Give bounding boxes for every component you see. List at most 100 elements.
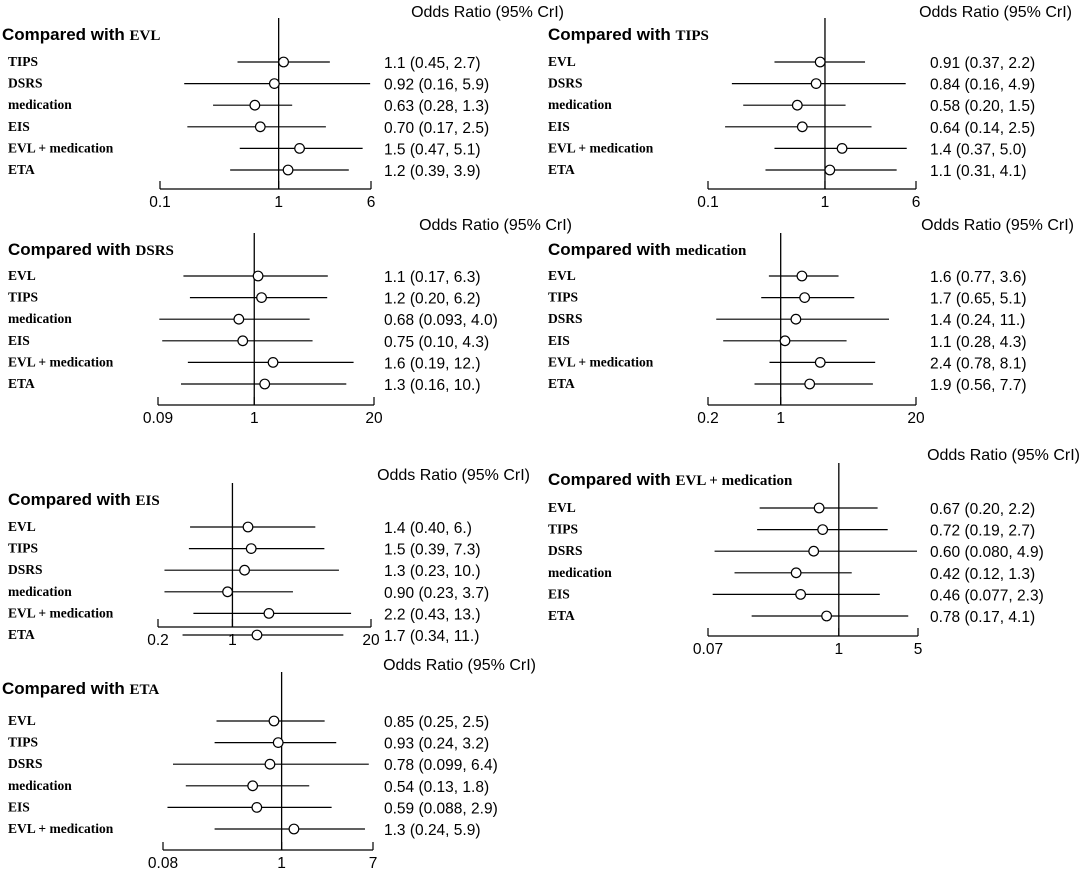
- panel-evl-medication-row-eta-label: ETA: [548, 608, 575, 623]
- panel-eis-row-medication-estimate: 0.90 (0.23, 3.7): [384, 585, 489, 602]
- panel-tips-tick-label-1: 1: [821, 194, 830, 211]
- panel-medication-title-prefix: Compared with: [548, 240, 676, 259]
- panel-evl-title-reference: EVL: [130, 28, 161, 44]
- panel-tips-row-evl-medication-point: [836, 142, 848, 154]
- panel-dsrs-row-evl-medication-label: EVL + medication: [8, 354, 114, 369]
- panel-evl-row-eis-point: [254, 121, 266, 133]
- panel-eta-row-evl-estimate: 0.85 (0.25, 2.5): [384, 714, 489, 731]
- panel-dsrs-row-eis-estimate: 0.75 (0.10, 4.3): [384, 334, 489, 351]
- panel-evl-row-medication-label: medication: [8, 97, 72, 112]
- panel-dsrs-row-eta-point: [259, 378, 271, 390]
- panel-tips-row-evl-label: EVL: [548, 54, 576, 69]
- panel-medication-row-evl-point: [796, 270, 808, 282]
- panel-eta-tick-label-0-08: 0.08: [148, 855, 178, 870]
- panel-evl-medication-row-dsrs-label: DSRS: [548, 543, 583, 558]
- panel-eis-title: Compared with EIS: [8, 490, 160, 509]
- panel-dsrs-row-evl-medication-point: [267, 357, 279, 368]
- panel-evl-medication-header: Odds Ratio (95% CrI): [927, 447, 1080, 464]
- panel-medication-row-evl-medication-label: EVL + medication: [548, 354, 654, 369]
- panel-evl-medication-title-prefix: Compared with: [548, 470, 676, 489]
- panel-tips-row-eta-label: ETA: [548, 162, 575, 177]
- panel-dsrs-row-medication-label: medication: [8, 311, 72, 326]
- panel-evl-medication-row-evl-estimate: 0.67 (0.20, 2.2): [930, 501, 1035, 518]
- panel-medication-row-eis-label: EIS: [548, 333, 570, 348]
- panel-eis-tick-label-0-2: 0.2: [147, 632, 169, 649]
- panel-eta-title-prefix: Compared with: [2, 679, 130, 698]
- panel-evl-row-dsrs-estimate: 0.92 (0.16, 5.9): [384, 77, 489, 94]
- panel-eta-tick-label-1: 1: [277, 855, 286, 870]
- panel-medication-row-eta-point: [804, 378, 816, 390]
- panel-eis-row-dsrs-point: [239, 564, 250, 576]
- panel-dsrs-row-evl-point: [252, 270, 264, 282]
- panel-evl-title: Compared with EVL: [2, 25, 160, 44]
- panel-eta-title-reference: ETA: [130, 682, 160, 698]
- panel-eta-row-eis-point: [251, 802, 263, 813]
- panel-evl-medication-row-eis-estimate: 0.46 (0.077, 2.3): [930, 587, 1044, 604]
- panel-dsrs-row-eta-estimate: 1.3 (0.16, 10.): [384, 377, 481, 394]
- panel-eta-row-tips-label: TIPS: [8, 735, 38, 750]
- panel-evl-medication-row-eis-label: EIS: [548, 586, 570, 601]
- panel-evl-row-tips-estimate: 1.1 (0.45, 2.7): [384, 55, 481, 72]
- panel-medication-title-reference: medication: [676, 243, 747, 259]
- panel-eis-row-tips-estimate: 1.5 (0.39, 7.3): [384, 542, 481, 559]
- panel-evl-row-evl-medication-point: [294, 142, 305, 154]
- panel-dsrs-row-eis-point: [237, 335, 249, 347]
- panel-tips-row-evl-estimate: 0.91 (0.37, 2.2): [930, 55, 1035, 72]
- panel-dsrs-row-tips-label: TIPS: [8, 290, 38, 305]
- panel-eta-row-dsrs-label: DSRS: [8, 756, 43, 771]
- panel-tips-row-eta-estimate: 1.1 (0.31, 4.1): [930, 163, 1027, 180]
- panel-dsrs-row-evl-medication-estimate: 1.6 (0.19, 12.): [384, 355, 481, 372]
- panel-eta-title: Compared with ETA: [2, 679, 159, 698]
- panel-evl-row-tips-point: [278, 56, 289, 68]
- panel-eta-row-dsrs-estimate: 0.78 (0.099, 6.4): [384, 757, 498, 774]
- panel-evl-medication-tick-label-5: 5: [914, 641, 923, 658]
- panel-dsrs-tick-label-0-09: 0.09: [143, 410, 173, 427]
- panel-evl-tick-label-1: 1: [274, 194, 283, 211]
- panel-eta-row-tips-estimate: 0.93 (0.24, 3.2): [384, 736, 489, 753]
- panel-medication-row-evl-medication-estimate: 2.4 (0.78, 8.1): [930, 355, 1027, 372]
- panel-evl-tick-label-0-1: 0.1: [149, 194, 171, 211]
- panel-evl-title-prefix: Compared with: [2, 25, 130, 44]
- panel-eta-row-eis-label: EIS: [8, 799, 30, 814]
- panel-evl-medication-row-medication-label: medication: [548, 565, 612, 580]
- panel-medication-row-evl-label: EVL: [548, 268, 576, 283]
- panel-eis-row-evl-point: [242, 521, 254, 533]
- panel-eis-row-evl-label: EVL: [8, 519, 36, 534]
- panel-eta-row-evl-medication-point: [288, 823, 300, 835]
- panel-evl-medication-row-tips-label: TIPS: [548, 522, 578, 537]
- panel-evl-row-medication-point: [249, 99, 261, 111]
- panel-evl-medication-row-tips-estimate: 0.72 (0.19, 2.7): [930, 523, 1035, 540]
- panel-dsrs-row-tips-point: [256, 292, 267, 304]
- panel-evl-row-eta-estimate: 1.2 (0.39, 3.9): [384, 163, 481, 180]
- panel-eis-tick-label-1: 1: [228, 632, 237, 649]
- panel-eis-row-eta-label: ETA: [8, 627, 35, 642]
- panel-medication-tick-label-20: 20: [907, 410, 925, 427]
- panel-evl-medication-row-tips-point: [817, 524, 829, 535]
- panel-eta-header: Odds Ratio (95% CrI): [383, 657, 536, 674]
- panel-medication-title: Compared with medication: [548, 240, 747, 259]
- panel-evl-medication-row-medication-point: [790, 567, 802, 579]
- panel-medication-row-evl-medication-point: [814, 357, 826, 368]
- panel-tips-row-eis-estimate: 0.64 (0.14, 2.5): [930, 120, 1035, 137]
- panel-evl-medication-tick-label-1: 1: [835, 641, 844, 658]
- panel-dsrs-row-tips-estimate: 1.2 (0.20, 6.2): [384, 291, 481, 308]
- panel-dsrs-row-eis-label: EIS: [8, 333, 30, 348]
- panel-eis-title-reference: EIS: [136, 493, 160, 509]
- panel-evl-medication-row-dsrs-point: [808, 545, 820, 557]
- panel-evl-row-eis-label: EIS: [8, 119, 30, 134]
- panel-evl-medication-row-medication-estimate: 0.42 (0.12, 1.3): [930, 566, 1035, 583]
- panel-evl-medication-row-evl-point: [813, 502, 825, 514]
- panel-dsrs-title-prefix: Compared with: [8, 240, 136, 259]
- panel-dsrs-row-evl-estimate: 1.1 (0.17, 6.3): [384, 269, 481, 286]
- panel-medication-row-dsrs-label: DSRS: [548, 311, 583, 326]
- panel-eis-tick-label-20: 20: [362, 632, 380, 649]
- panel-evl-medication-row-eis-point: [795, 589, 807, 600]
- panel-tips-row-eis-point: [796, 121, 808, 133]
- panel-eta-row-evl-medication-estimate: 1.3 (0.24, 5.9): [384, 822, 481, 839]
- panel-medication-row-tips-point: [799, 292, 811, 304]
- panel-eis-header: Odds Ratio (95% CrI): [377, 467, 530, 484]
- panel-eis-row-eta-estimate: 1.7 (0.34, 11.): [384, 628, 479, 645]
- panel-medication-row-dsrs-point: [790, 313, 802, 325]
- panel-eta-row-evl-point: [268, 715, 280, 727]
